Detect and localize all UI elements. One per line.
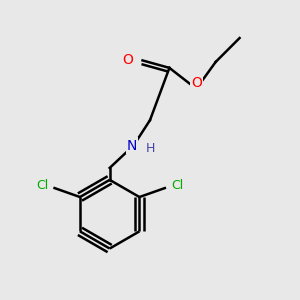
- Text: O: O: [123, 53, 134, 68]
- Text: O: O: [191, 76, 202, 90]
- Text: Cl: Cl: [171, 178, 183, 192]
- Text: H: H: [145, 142, 155, 155]
- Text: N: N: [127, 139, 137, 152]
- Text: Cl: Cl: [36, 178, 49, 192]
